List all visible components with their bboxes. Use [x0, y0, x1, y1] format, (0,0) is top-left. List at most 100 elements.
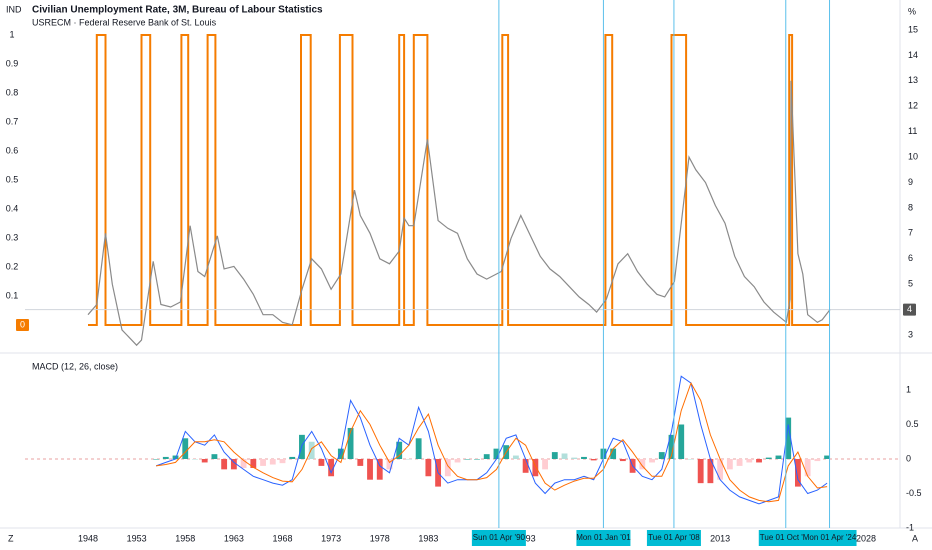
left-tick-label: 0.9: [6, 58, 19, 68]
left-tick-label: 0.2: [6, 261, 19, 271]
series-line: [87, 80, 831, 347]
right-tick-label: 10: [908, 151, 918, 161]
histogram-bar: [610, 448, 617, 459]
histogram-bar: [483, 454, 490, 459]
left-unit: IND: [6, 4, 22, 14]
left-tick-label: 0.4: [6, 203, 19, 213]
histogram-bar: [678, 424, 685, 459]
corner-right[interactable]: A: [912, 533, 918, 543]
left-tick-label: 0.8: [6, 87, 19, 97]
corner-left[interactable]: Z: [8, 533, 14, 543]
macd-tick-label: 1: [906, 384, 911, 394]
right-unit: %: [908, 6, 916, 16]
x-tick-label: 1948: [78, 533, 98, 543]
histogram-bar: [474, 459, 480, 460]
histogram-bar: [804, 459, 811, 477]
left-tick-label: 0.6: [6, 145, 19, 155]
right-tick-label: 11: [908, 126, 917, 136]
right-tick-label: 8: [908, 202, 913, 212]
histogram-bar: [649, 459, 655, 463]
marker-label: Tue 01 Oct '19: [760, 533, 812, 542]
histogram-bar: [230, 459, 237, 470]
histogram-bar: [406, 459, 412, 460]
histogram-bar: [726, 459, 733, 470]
right-tick-label: 12: [908, 101, 918, 111]
histogram-bar: [444, 459, 451, 477]
histogram-bar: [172, 455, 179, 459]
left-tick-label: 0.7: [6, 116, 19, 126]
histogram-bar: [542, 459, 548, 470]
macd-line: [155, 375, 828, 505]
histogram-bar: [153, 459, 159, 460]
left-tick-label: 0.5: [6, 174, 19, 184]
histogram-bar: [707, 459, 714, 484]
histogram-bar: [396, 441, 403, 459]
right-tick-label: 15: [908, 24, 918, 34]
histogram-bar: [551, 452, 558, 459]
histogram-bar: [192, 459, 198, 460]
x-tick-label: 1958: [175, 533, 195, 543]
histogram-bar: [532, 459, 539, 477]
marker-box: [758, 530, 813, 546]
histogram-bar: [211, 454, 218, 459]
histogram-bar: [522, 459, 529, 473]
histogram-bar: [795, 459, 801, 487]
x-tick-label: 1978: [370, 533, 390, 543]
histogram-bar: [571, 457, 578, 459]
histogram-bar: [328, 459, 335, 477]
right-tick-label: 3: [908, 329, 913, 339]
histogram-bar: [415, 438, 422, 459]
series-line: [88, 34, 830, 326]
histogram-bar: [357, 459, 364, 466]
x-tick-label: 2013: [710, 533, 730, 543]
signal-line: [156, 381, 828, 503]
histogram-bar: [824, 455, 831, 459]
last-value-box: [16, 319, 29, 331]
right-tick-label: 7: [908, 228, 913, 238]
histogram-bar: [367, 459, 373, 480]
histogram-bar: [746, 459, 753, 463]
histogram-bar: [464, 459, 471, 460]
histogram-bar: [619, 459, 626, 462]
chart-title: Civilian Unemployment Rate, 3M, Bureau o…: [32, 5, 323, 16]
histogram-bar: [269, 459, 276, 465]
right-tick-label: 6: [908, 253, 913, 263]
last-value-label: 0: [20, 319, 25, 329]
histogram-bar: [785, 417, 792, 459]
marker-box: [802, 530, 857, 546]
last-value-box: [903, 303, 916, 316]
right-tick-label: 5: [908, 279, 913, 289]
macd-tick-label: -0.5: [906, 488, 922, 498]
chart-subtitle: USRECM · Federal Reserve Bank of St. Lou…: [32, 17, 217, 27]
histogram-bar: [736, 459, 743, 466]
left-tick-label: 1: [9, 29, 14, 39]
histogram-bar: [814, 459, 821, 462]
histogram-bar: [279, 459, 286, 464]
histogram-bar: [688, 459, 694, 460]
histogram-bar: [289, 456, 296, 459]
histogram-bar: [201, 459, 208, 463]
marker-label: Mon 01 Apr '24: [803, 533, 857, 542]
right-tick-label: 13: [908, 75, 918, 85]
histogram-bar: [581, 456, 587, 459]
x-tick-label: 2028: [856, 533, 876, 543]
histogram-bar: [697, 459, 704, 484]
right-tick-label: 9: [908, 177, 913, 187]
histogram-bar: [775, 455, 782, 459]
macd-title: MACD (12, 26, close): [32, 361, 118, 371]
marker-box: [576, 530, 631, 546]
histogram-bar: [337, 448, 344, 459]
right-tick-label: 14: [908, 50, 918, 60]
x-tick-label: 1983: [418, 533, 438, 543]
histogram-bar: [240, 459, 247, 468]
marker-box: [646, 530, 701, 546]
histogram-bar: [376, 459, 383, 480]
left-tick-label: 0.3: [6, 232, 19, 242]
left-tick-label: 0.1: [6, 290, 19, 300]
marker-label: Sun 01 Apr '90: [473, 533, 526, 542]
histogram-bar: [717, 459, 724, 480]
histogram-bar: [765, 457, 772, 459]
histogram-bar: [512, 455, 519, 459]
histogram-bar: [221, 459, 228, 470]
histogram-bar: [260, 459, 266, 466]
